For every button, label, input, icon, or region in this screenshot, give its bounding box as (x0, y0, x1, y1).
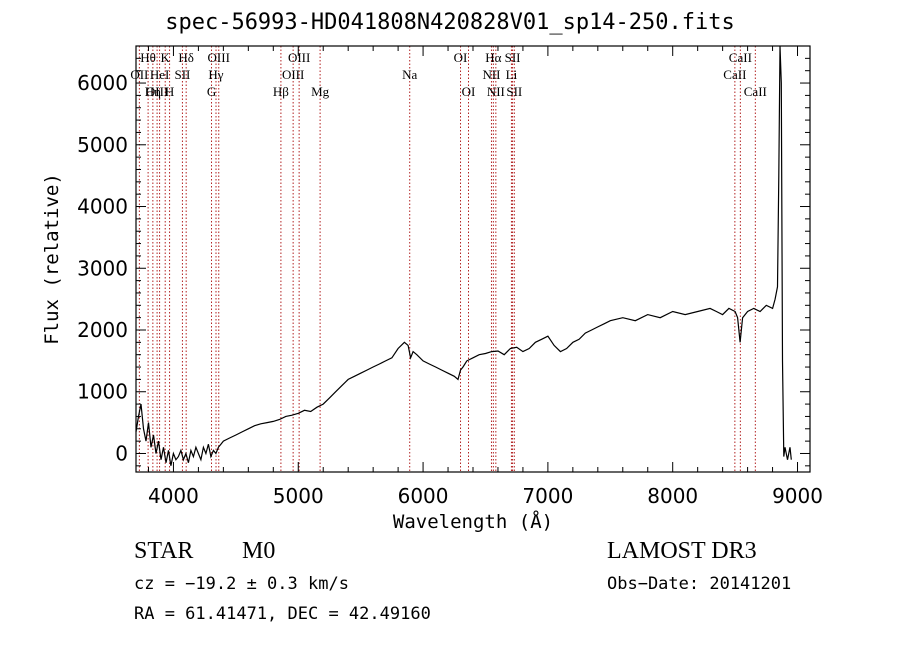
line-label: Hδ (178, 50, 194, 65)
y-tick-label: 0 (115, 441, 128, 465)
line-label: CaII (729, 50, 752, 65)
y-axis-ticks: 0 1000 2000 3000 4000 5000 6000 (77, 45, 810, 467)
line-label: HeI (150, 67, 170, 82)
object-subclass: M0 (242, 538, 276, 564)
line-label: G (207, 84, 216, 99)
line-label: Hα (485, 50, 501, 65)
spectral-line-labels: Hθ OII OIII K HeI Hη H Hδ SII OIII Hγ G OIII OIII Hβ Mg… (130, 50, 767, 99)
x-axis-ticks: 4000 5000 6000 7000 8000 9000 (147, 46, 823, 508)
y-axis-label: Flux (relative) (41, 173, 63, 345)
object-class: STAR (134, 538, 194, 564)
line-label: NII (482, 67, 500, 82)
plot-frame (135, 45, 811, 473)
line-label: OI (462, 84, 476, 99)
y-tick-label: 2000 (77, 318, 128, 342)
line-label: NII (487, 84, 505, 99)
y-tick-label: 1000 (77, 380, 128, 404)
survey-name: LAMOST DR3 (607, 538, 757, 564)
y-tick-label: 4000 (77, 195, 128, 219)
line-label: Hθ (140, 50, 156, 65)
x-tick-label: 9000 (772, 484, 823, 508)
line-label: K (161, 50, 171, 65)
line-label: Mg (311, 84, 330, 99)
x-tick-label: 8000 (647, 484, 698, 508)
y-tick-label: 3000 (77, 256, 128, 280)
line-label: SII (174, 67, 190, 82)
y-tick-label: 6000 (77, 71, 128, 95)
spectrum-series-line (135, 45, 792, 466)
x-tick-label: 4000 (148, 484, 199, 508)
line-label: OIII (208, 50, 230, 65)
redshift-cz: cz = −19.2 ± 0.3 km/s (134, 574, 349, 594)
line-label: H (165, 84, 174, 99)
line-label: SII (506, 84, 522, 99)
line-label: Hγ (208, 67, 223, 82)
line-label: OIII (288, 50, 310, 65)
line-label: OIII (146, 84, 168, 99)
line-label: SII (505, 50, 521, 65)
coordinates: RA = 61.41471, DEC = 42.49160 (134, 604, 431, 624)
spectral-line-markers (138, 46, 756, 472)
line-label: Na (402, 67, 417, 82)
x-axis-label: Wavelength (Å) (393, 510, 553, 533)
line-label: OI (454, 50, 468, 65)
line-label: CaII (723, 67, 746, 82)
line-label: OII (130, 67, 148, 82)
x-tick-label: 5000 (273, 484, 324, 508)
x-tick-label: 7000 (522, 484, 573, 508)
line-label: OIII (282, 67, 304, 82)
y-tick-label: 5000 (77, 133, 128, 157)
line-label: Li (506, 67, 518, 82)
chart-title: spec-56993-HD041808N420828V01_sp14-250.f… (165, 10, 735, 35)
line-label: CaII (744, 84, 767, 99)
observation-date: Obs−Date: 20141201 (607, 574, 792, 594)
x-tick-label: 6000 (398, 484, 449, 508)
line-label: Hη (145, 84, 161, 99)
line-label: Hβ (273, 84, 289, 99)
